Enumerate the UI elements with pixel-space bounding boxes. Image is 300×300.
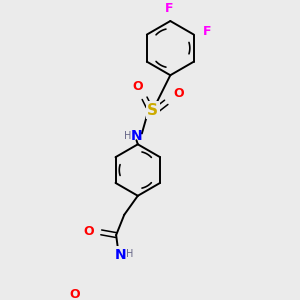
Text: N: N [114, 248, 126, 262]
Text: O: O [173, 87, 184, 100]
Text: O: O [133, 80, 143, 93]
Text: H: H [124, 131, 131, 141]
Text: N: N [130, 129, 142, 143]
Text: F: F [165, 2, 173, 15]
Text: O: O [69, 288, 80, 300]
Text: H: H [126, 249, 133, 259]
Text: F: F [203, 26, 212, 38]
Text: O: O [84, 224, 94, 238]
Text: S: S [147, 103, 158, 118]
